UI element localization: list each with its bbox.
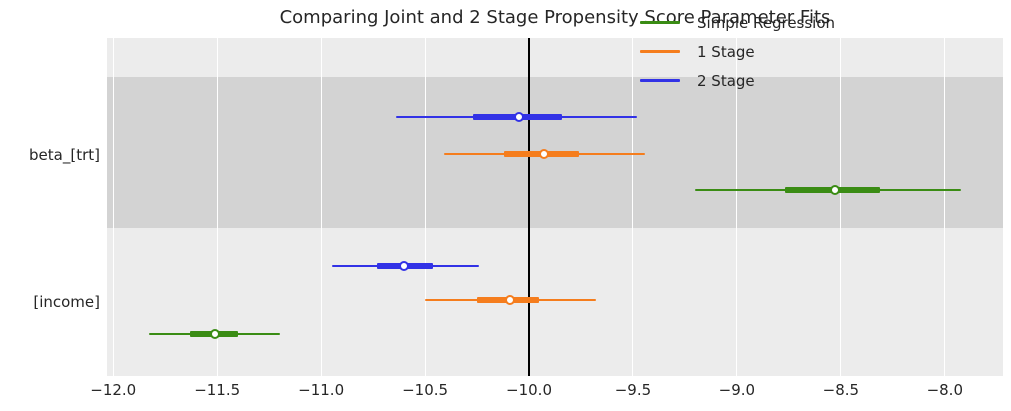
legend-line-swatch <box>640 50 680 53</box>
y-axis-label: beta_[trt] <box>29 146 100 164</box>
gridline <box>320 38 322 376</box>
gridline <box>736 38 738 376</box>
gridline <box>944 38 946 376</box>
x-tick-label: −11.5 <box>194 381 241 399</box>
x-tick-label: −8.0 <box>926 381 963 399</box>
x-tick-label: −9.5 <box>614 381 652 399</box>
x-tick-label: −11.0 <box>298 381 345 399</box>
plot-area <box>107 38 1003 376</box>
mean-marker <box>829 185 840 195</box>
x-tick-label: −10.5 <box>402 381 449 399</box>
chart-title: Comparing Joint and 2 Stage Propensity S… <box>279 7 831 28</box>
gridline <box>840 38 842 376</box>
mean-marker <box>513 112 524 122</box>
x-tick-label: −12.0 <box>90 381 137 399</box>
gridline <box>112 38 114 376</box>
legend-line-swatch <box>640 79 680 82</box>
gridline <box>216 38 218 376</box>
legend-label: 1 Stage <box>697 42 755 61</box>
reference-line <box>528 38 530 376</box>
legend: Simple Regression 1 Stage 2 Stage <box>640 8 835 95</box>
mean-marker <box>505 295 516 305</box>
mean-marker <box>538 149 549 159</box>
legend-item: 1 Stage <box>640 37 835 66</box>
legend-item: Simple Regression <box>640 8 835 37</box>
mean-marker <box>210 329 221 339</box>
y-axis-label: [income] <box>33 293 100 311</box>
legend-label: 2 Stage <box>697 71 755 90</box>
x-tick-label: −9.0 <box>718 381 756 399</box>
x-tick-label: −10.0 <box>506 381 552 399</box>
gridline <box>632 38 634 376</box>
x-tick-label: −8.5 <box>822 381 860 399</box>
mean-marker <box>399 261 410 271</box>
legend-item: 2 Stage <box>640 66 835 95</box>
legend-label: Simple Regression <box>697 13 836 32</box>
legend-line-swatch <box>640 21 680 24</box>
gridline <box>424 38 426 376</box>
